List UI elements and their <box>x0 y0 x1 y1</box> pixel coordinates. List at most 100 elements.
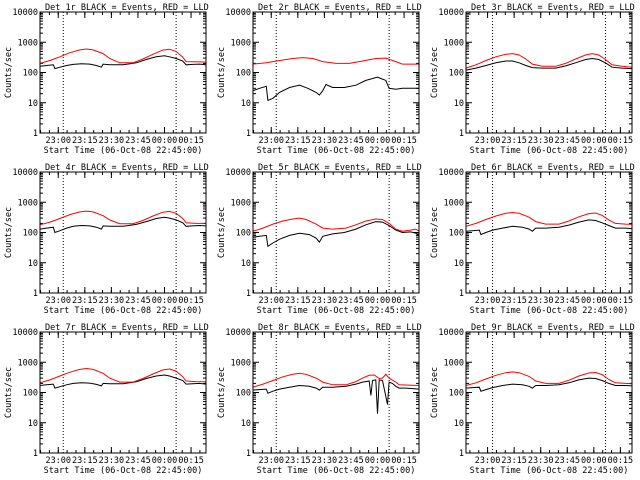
x-tick-label: 00:00 <box>152 456 178 466</box>
panel-title: Det 2r BLACK = Events, RED = LLD <box>258 3 422 13</box>
plot-frame <box>39 11 207 134</box>
x-tick-label: 23:00 <box>45 136 71 146</box>
panel-title: Det 3r BLACK = Events, RED = LLD <box>471 3 635 13</box>
x-tick-label: 23:30 <box>528 136 554 146</box>
y-tick-label: 1000 <box>18 358 38 368</box>
x-tick-label: 00:15 <box>391 296 417 306</box>
y-tick-label: 100 <box>449 69 464 79</box>
events-series-line <box>252 379 420 414</box>
x-tick-label: 00:00 <box>365 456 391 466</box>
y-tick-label: 10 <box>241 99 251 109</box>
detector-panel-7: Det 7r BLACK = Events, RED = LLD Counts/s… <box>4 323 209 476</box>
lld-series-line <box>39 48 207 64</box>
y-tick-label: 100 <box>23 69 38 79</box>
y-tick-label: 1 <box>246 129 251 139</box>
lld-series-line <box>252 57 419 65</box>
y-tick-label: 10 <box>454 259 464 269</box>
x-axis-label: Start Time (06-Oct-08 22:45:00) <box>470 466 629 476</box>
y-tick-label: 100 <box>236 389 251 399</box>
detector-panel-8: Det 8r BLACK = Events, RED = LLD Counts/s… <box>217 323 422 476</box>
y-tick-label: 10000 <box>12 8 38 18</box>
x-tick-label: 23:00 <box>258 296 284 306</box>
x-tick-label: 23:30 <box>528 296 554 306</box>
x-tick-label: 23:45 <box>338 456 364 466</box>
x-tick-label: 23:15 <box>72 456 98 466</box>
x-tick-label: 00:00 <box>581 136 607 146</box>
detector-panel-5: Det 5r BLACK = Events, RED = LLD Counts/s… <box>217 163 422 316</box>
x-tick-label: 23:30 <box>312 136 338 146</box>
x-tick-label: 23:45 <box>338 296 364 306</box>
events-series-line <box>465 377 633 392</box>
y-axis-label: Counts/sec <box>4 367 14 418</box>
events-series-line <box>465 57 633 71</box>
y-tick-label: 1000 <box>231 358 251 368</box>
y-tick-label: 10 <box>454 419 464 429</box>
y-tick-label: 100 <box>449 389 464 399</box>
x-tick-label: 00:15 <box>608 136 634 146</box>
y-tick-label: 1000 <box>18 198 38 208</box>
x-tick-label: 00:15 <box>178 136 204 146</box>
panel-title: Det 9r BLACK = Events, RED = LLD <box>471 323 635 333</box>
y-tick-label: 1 <box>33 289 38 299</box>
y-tick-label: 10000 <box>438 8 464 18</box>
y-tick-label: 10 <box>454 99 464 109</box>
events-series-line <box>39 374 207 389</box>
events-series-line <box>39 216 207 234</box>
events-series-line <box>39 55 207 70</box>
plot-frame <box>465 171 633 294</box>
detector-panel-4: Det 4r BLACK = Events, RED = LLD Counts/s… <box>4 163 209 316</box>
x-tick-label: 00:15 <box>608 456 634 466</box>
x-tick-label: 23:00 <box>45 456 71 466</box>
x-tick-label: 23:00 <box>475 456 501 466</box>
x-tick-label: 00:00 <box>365 296 391 306</box>
x-tick-label: 00:15 <box>178 296 204 306</box>
x-tick-label: 00:00 <box>581 296 607 306</box>
x-axis-label: Start Time (06-Oct-08 22:45:00) <box>257 466 416 476</box>
x-tick-label: 23:00 <box>475 136 501 146</box>
x-tick-label: 23:15 <box>285 296 311 306</box>
x-tick-label: 23:15 <box>501 136 527 146</box>
x-tick-label: 23:15 <box>72 136 98 146</box>
x-tick-label: 00:00 <box>365 136 391 146</box>
plot-frame <box>39 331 207 454</box>
y-tick-label: 1 <box>246 449 251 459</box>
y-axis-label: Counts/sec <box>430 207 440 258</box>
y-tick-label: 100 <box>449 229 464 239</box>
x-tick-label: 00:15 <box>391 136 417 146</box>
y-tick-label: 10000 <box>438 328 464 338</box>
y-tick-label: 1000 <box>444 358 464 368</box>
y-axis-label: Counts/sec <box>430 367 440 418</box>
x-tick-label: 23:45 <box>125 296 151 306</box>
panel-title: Det 5r BLACK = Events, RED = LLD <box>258 163 422 173</box>
y-tick-label: 10 <box>241 419 251 429</box>
plot-frame <box>465 331 633 454</box>
x-axis-label: Start Time (06-Oct-08 22:45:00) <box>44 146 203 156</box>
events-series-line <box>252 76 419 102</box>
y-tick-label: 100 <box>23 389 38 399</box>
x-tick-label: 23:45 <box>125 456 151 466</box>
x-tick-label: 00:00 <box>152 136 178 146</box>
x-axis-label: Start Time (06-Oct-08 22:45:00) <box>257 146 416 156</box>
y-tick-label: 10 <box>28 419 38 429</box>
x-tick-label: 23:00 <box>45 296 71 306</box>
x-tick-label: 23:30 <box>99 296 125 306</box>
y-tick-label: 1 <box>459 289 464 299</box>
x-tick-label: 23:45 <box>554 296 580 306</box>
plot-frame <box>39 171 207 294</box>
y-tick-label: 1000 <box>18 38 38 48</box>
y-tick-label: 10 <box>28 259 38 269</box>
x-tick-label: 23:15 <box>501 456 527 466</box>
y-tick-label: 100 <box>236 229 251 239</box>
lld-series-line <box>465 53 633 69</box>
x-tick-label: 23:30 <box>99 456 125 466</box>
y-tick-label: 10000 <box>225 8 251 18</box>
y-axis-label: Counts/sec <box>430 47 440 98</box>
x-tick-label: 23:45 <box>125 136 151 146</box>
y-tick-label: 1 <box>33 129 38 139</box>
x-tick-label: 23:00 <box>258 136 284 146</box>
x-tick-label: 00:15 <box>608 296 634 306</box>
panel-title: Det 7r BLACK = Events, RED = LLD <box>45 323 209 333</box>
x-tick-label: 23:45 <box>554 456 580 466</box>
y-tick-label: 100 <box>236 69 251 79</box>
